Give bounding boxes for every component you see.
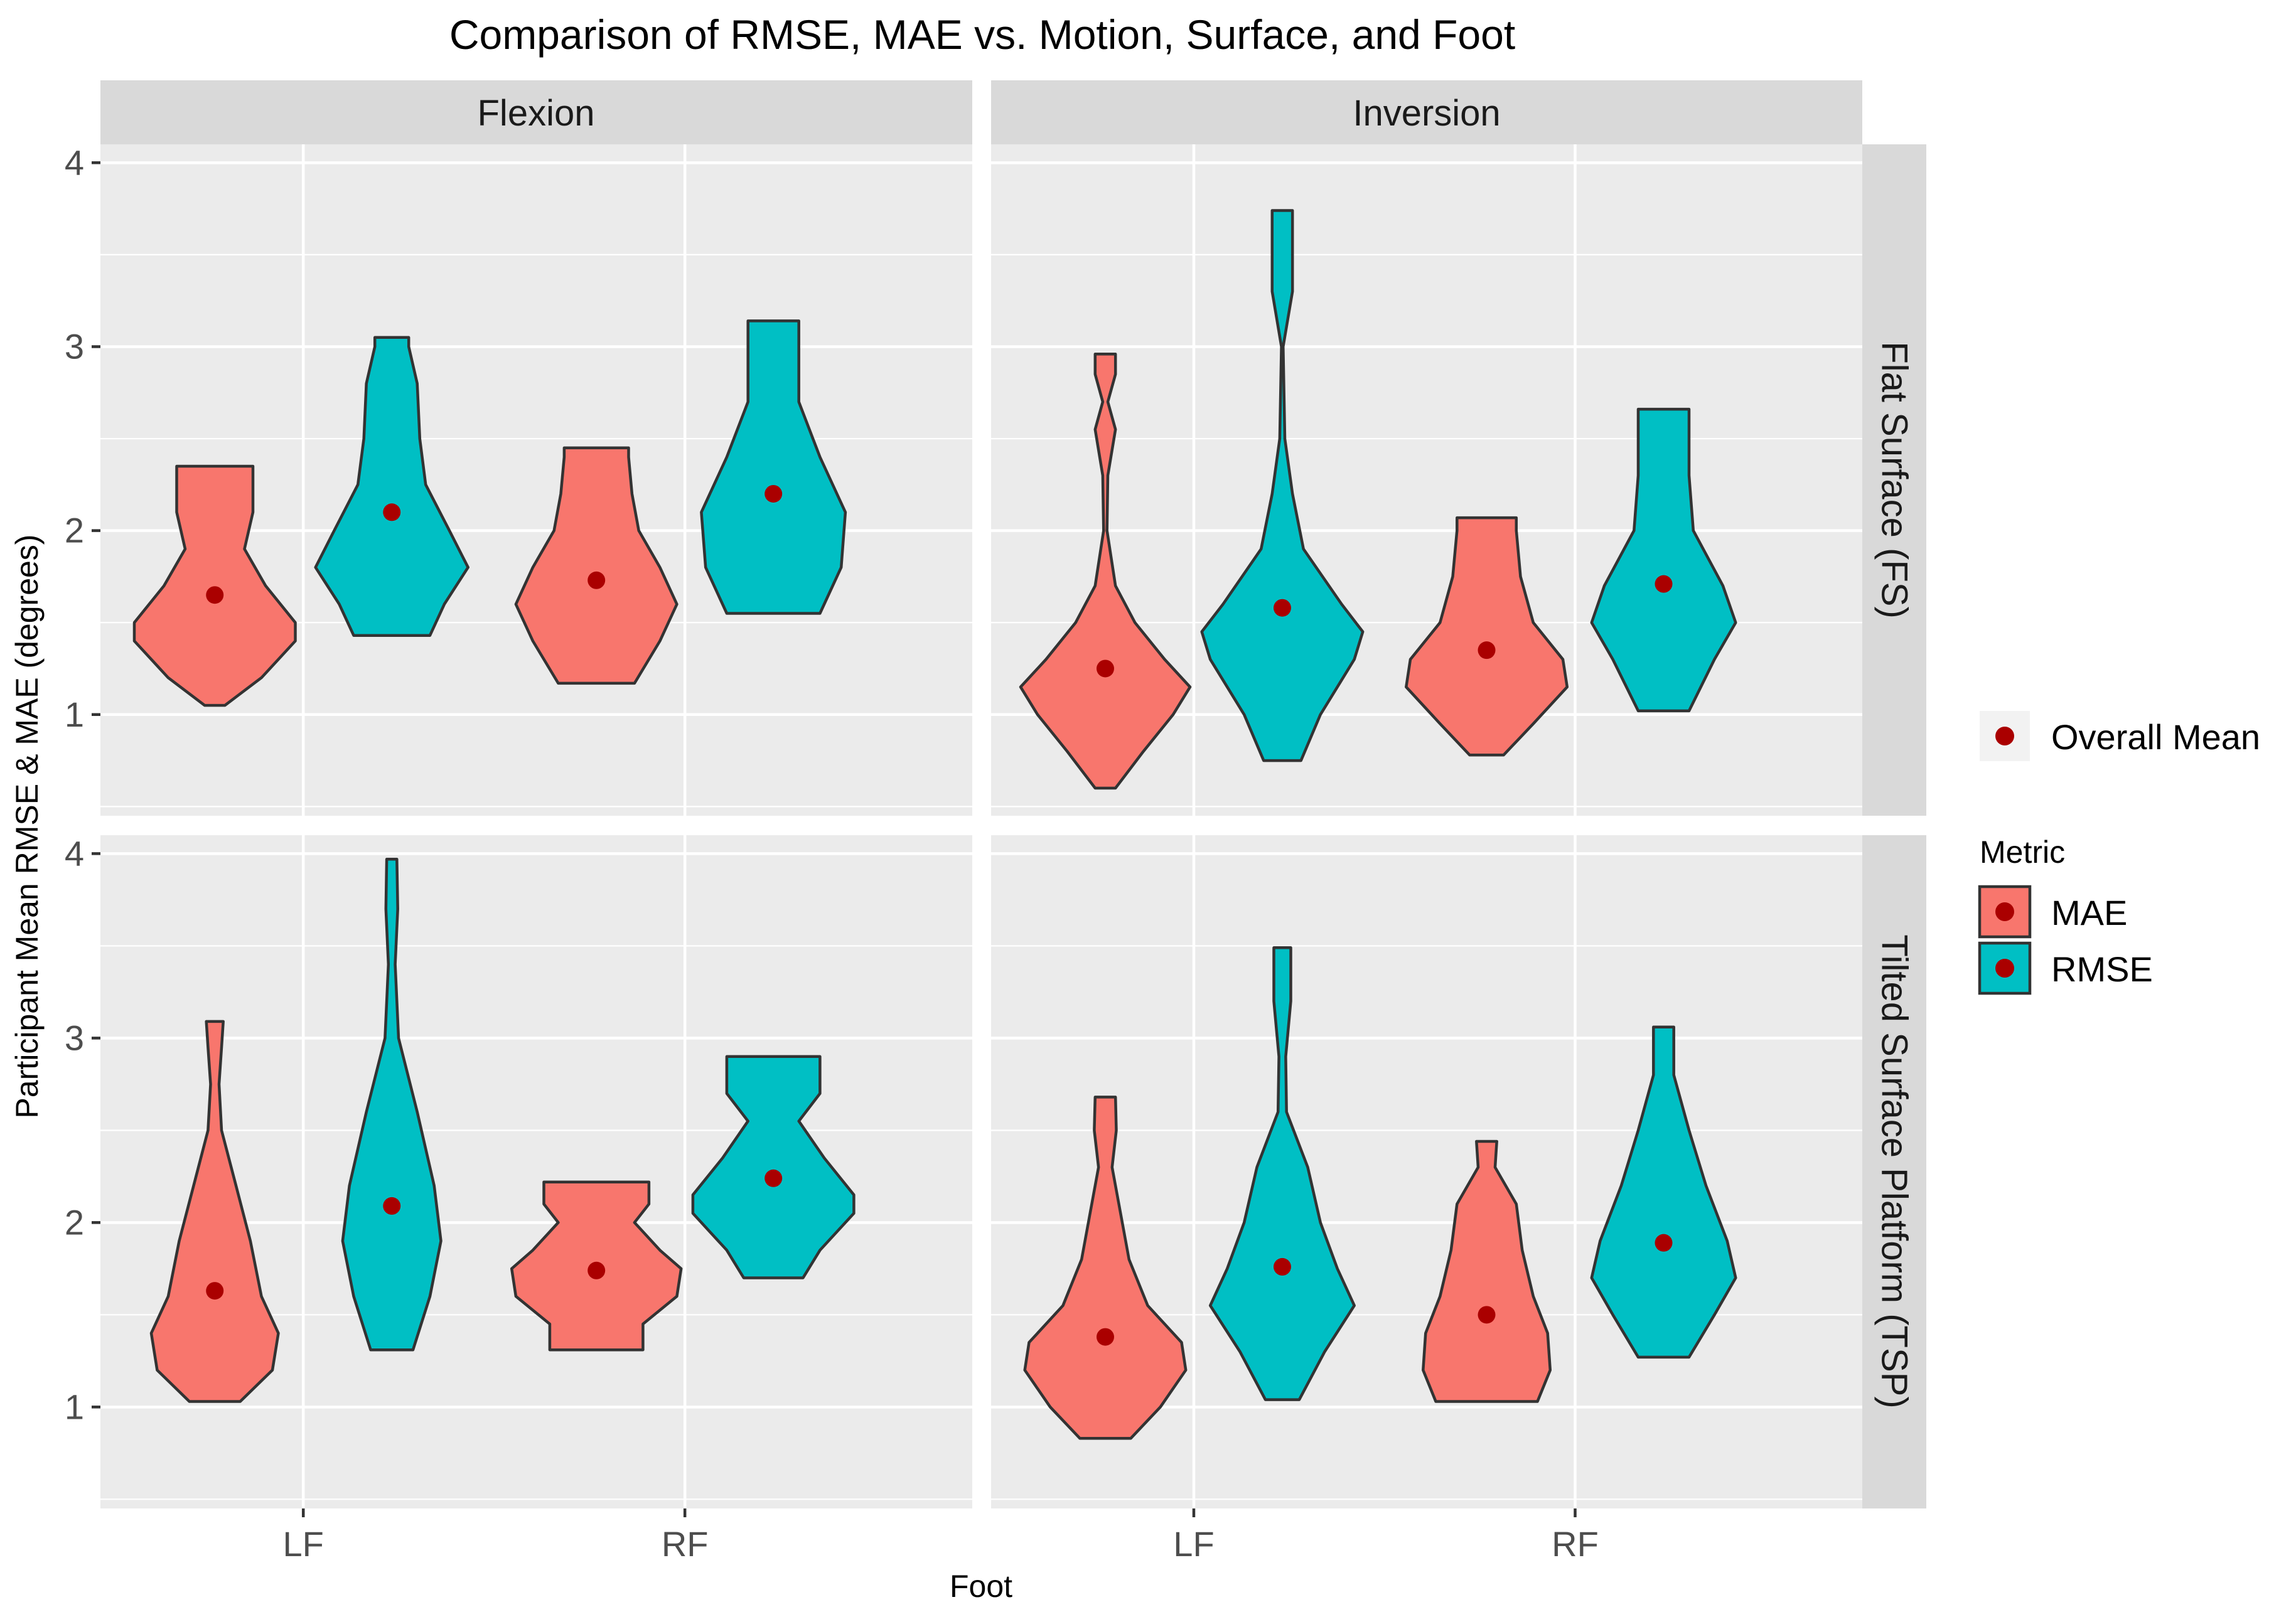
mean-point-rf-mae — [1478, 641, 1496, 659]
y-tick-label: 2 — [65, 1202, 84, 1242]
x-axes: LF RF LF RF — [283, 1508, 1599, 1564]
violin-rf-rmse — [1590, 407, 1737, 713]
y-tick-label: 3 — [65, 1018, 84, 1057]
panel-r1-c1 — [991, 835, 1862, 1508]
x-tick-label-rf: RF — [1552, 1524, 1599, 1564]
legend-key-mae-dot — [1995, 902, 2014, 921]
legend-key-rmse-dot — [1995, 959, 2014, 978]
x-tick-label-lf: LF — [283, 1524, 324, 1564]
mean-point-lf-mae — [206, 1282, 224, 1300]
x-tick-label-lf: LF — [1173, 1524, 1214, 1564]
strip-row-fs-bg — [1862, 144, 1926, 816]
violin-lf-rmse — [1200, 209, 1365, 762]
mean-point-rf-rmse — [1655, 1234, 1673, 1252]
mean-point-lf-mae — [1096, 659, 1114, 678]
y-tick-label: 4 — [65, 833, 84, 873]
legend-label-rmse: RMSE — [2051, 949, 2153, 989]
strip-row-tsp-bg — [1862, 835, 1926, 1508]
mean-point-lf-rmse — [1273, 1257, 1291, 1276]
mean-point-lf-rmse — [383, 503, 401, 521]
legend-mean-label: Overall Mean — [2051, 717, 2260, 757]
legend-metric-title: Metric — [1980, 835, 2065, 870]
violin-rf-rmse — [691, 1055, 856, 1279]
violin-lf-mae — [132, 464, 297, 707]
violin-rf-rmse — [1590, 1025, 1737, 1359]
chart-title: Comparison of RMSE, MAE vs. Motion, Surf… — [449, 11, 1515, 58]
strip-col-flexion-bg — [100, 80, 972, 144]
mean-point-rf-rmse — [764, 484, 783, 503]
mean-point-lf-rmse — [1273, 599, 1291, 617]
y-tick-label: 3 — [65, 326, 84, 366]
strip-col-inversion: Inversion — [1353, 93, 1500, 134]
mean-point-lf-rmse — [383, 1197, 401, 1215]
x-axis-title: Foot — [950, 1569, 1012, 1604]
panel-r1-c0 — [100, 835, 972, 1508]
mean-point-rf-mae — [587, 1261, 606, 1279]
legend-mean-dot — [1995, 727, 2014, 745]
x-tick-label-rf: RF — [662, 1524, 709, 1564]
y-axis-title: Participant Mean RMSE & MAE (degrees) — [9, 535, 45, 1119]
mean-point-lf-mae — [1096, 1328, 1114, 1346]
violin-rf-rmse — [700, 319, 847, 615]
strip-row-fs: Flat Surface (FS) — [1874, 341, 1915, 619]
mean-point-rf-mae — [587, 571, 606, 589]
mean-point-lf-mae — [206, 586, 224, 604]
violin-lf-rmse — [314, 336, 469, 637]
y-axes: 1 2 3 4 1 2 3 4 — [65, 142, 100, 1426]
panels — [100, 144, 1862, 1508]
strip-col-inversion-bg — [991, 80, 1862, 144]
violin-lf-rmse — [1208, 946, 1356, 1401]
mean-point-rf-rmse — [764, 1169, 783, 1187]
violin-rf-mae — [1422, 1140, 1552, 1403]
violin-lf-mae — [1019, 352, 1192, 790]
violin-rf-mae — [1405, 516, 1569, 757]
y-tick-label: 2 — [65, 511, 84, 550]
legend: Overall Mean Metric MAE RMSE — [1978, 711, 2260, 995]
violin-rf-mae — [514, 446, 679, 685]
y-tick-label: 1 — [65, 695, 84, 734]
mean-point-rf-rmse — [1655, 575, 1673, 593]
strip-col-flexion: Flexion — [478, 93, 595, 134]
violin-lf-mae — [149, 1020, 280, 1403]
strip-row-tsp: Tilted Surface Platform (TSP) — [1874, 934, 1915, 1408]
y-tick-label: 4 — [65, 142, 84, 182]
mean-point-rf-mae — [1478, 1306, 1496, 1324]
violin-lf-rmse — [341, 857, 443, 1352]
violin-lf-mae — [1023, 1096, 1188, 1440]
legend-label-mae: MAE — [2051, 893, 2127, 932]
y-tick-label: 1 — [65, 1387, 84, 1426]
panel-r0-c0 — [100, 144, 972, 816]
panel-r0-c1 — [991, 144, 1862, 816]
